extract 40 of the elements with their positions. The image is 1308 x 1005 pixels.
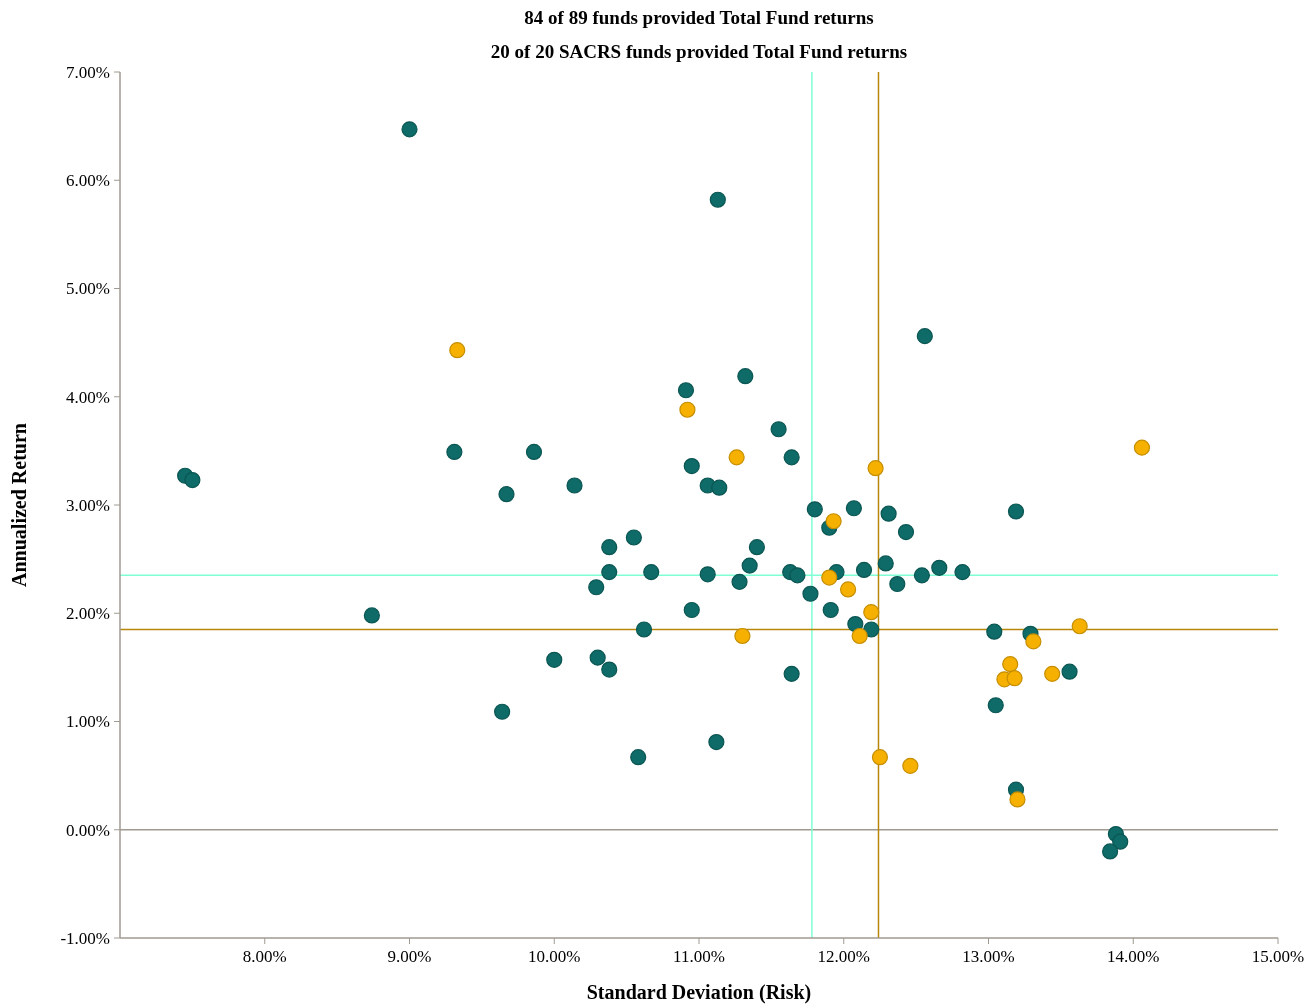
y-tick-label: 3.00% [66, 495, 110, 515]
y-tick-label: 7.00% [66, 62, 110, 82]
y-tick-label: 5.00% [66, 279, 110, 299]
point [449, 342, 466, 359]
x-tick-label: 9.00% [387, 947, 432, 966]
x-axis-title: Standard Deviation (Risk) [586, 981, 812, 1004]
chart-title: 84 of 89 funds provided Total Fund returns [524, 7, 874, 28]
x-tick-label: 15.00% [1251, 947, 1305, 966]
y-tick-label: 6.00% [66, 171, 110, 191]
x-tick-label: 13.00% [962, 947, 1015, 966]
point [1025, 633, 1042, 650]
point [839, 581, 857, 598]
point [851, 627, 868, 645]
y-tick-label: 2.00% [66, 604, 110, 624]
chart-subtitle: 20 of 20 SACRS funds provided Total Fund returns [490, 41, 908, 62]
point [1044, 665, 1061, 682]
point [1002, 656, 1019, 673]
point [728, 449, 745, 466]
point [867, 460, 884, 477]
point [679, 401, 696, 418]
x-tick-label: 10.00% [528, 947, 581, 966]
point [1071, 618, 1088, 635]
x-tick-label: 14.00% [1107, 947, 1160, 966]
point [1009, 791, 1026, 808]
point [1133, 439, 1151, 456]
y-tick-label: 0.00% [66, 820, 110, 840]
y-axis-title: Annualized Return [8, 423, 30, 587]
x-tick-label: 12.00% [817, 947, 870, 966]
point [825, 513, 842, 530]
x-tick-label: 11.00% [673, 947, 725, 966]
point [871, 749, 889, 766]
point [863, 604, 880, 621]
point [902, 757, 919, 774]
y-tick-label: 1.00% [66, 712, 110, 732]
point [734, 627, 751, 645]
point [1006, 670, 1023, 687]
point [821, 569, 838, 586]
y-tick-label: 4.00% [66, 387, 110, 407]
y-tick-label: -1.00% [60, 928, 110, 948]
x-tick-label: 8.00% [242, 947, 287, 966]
